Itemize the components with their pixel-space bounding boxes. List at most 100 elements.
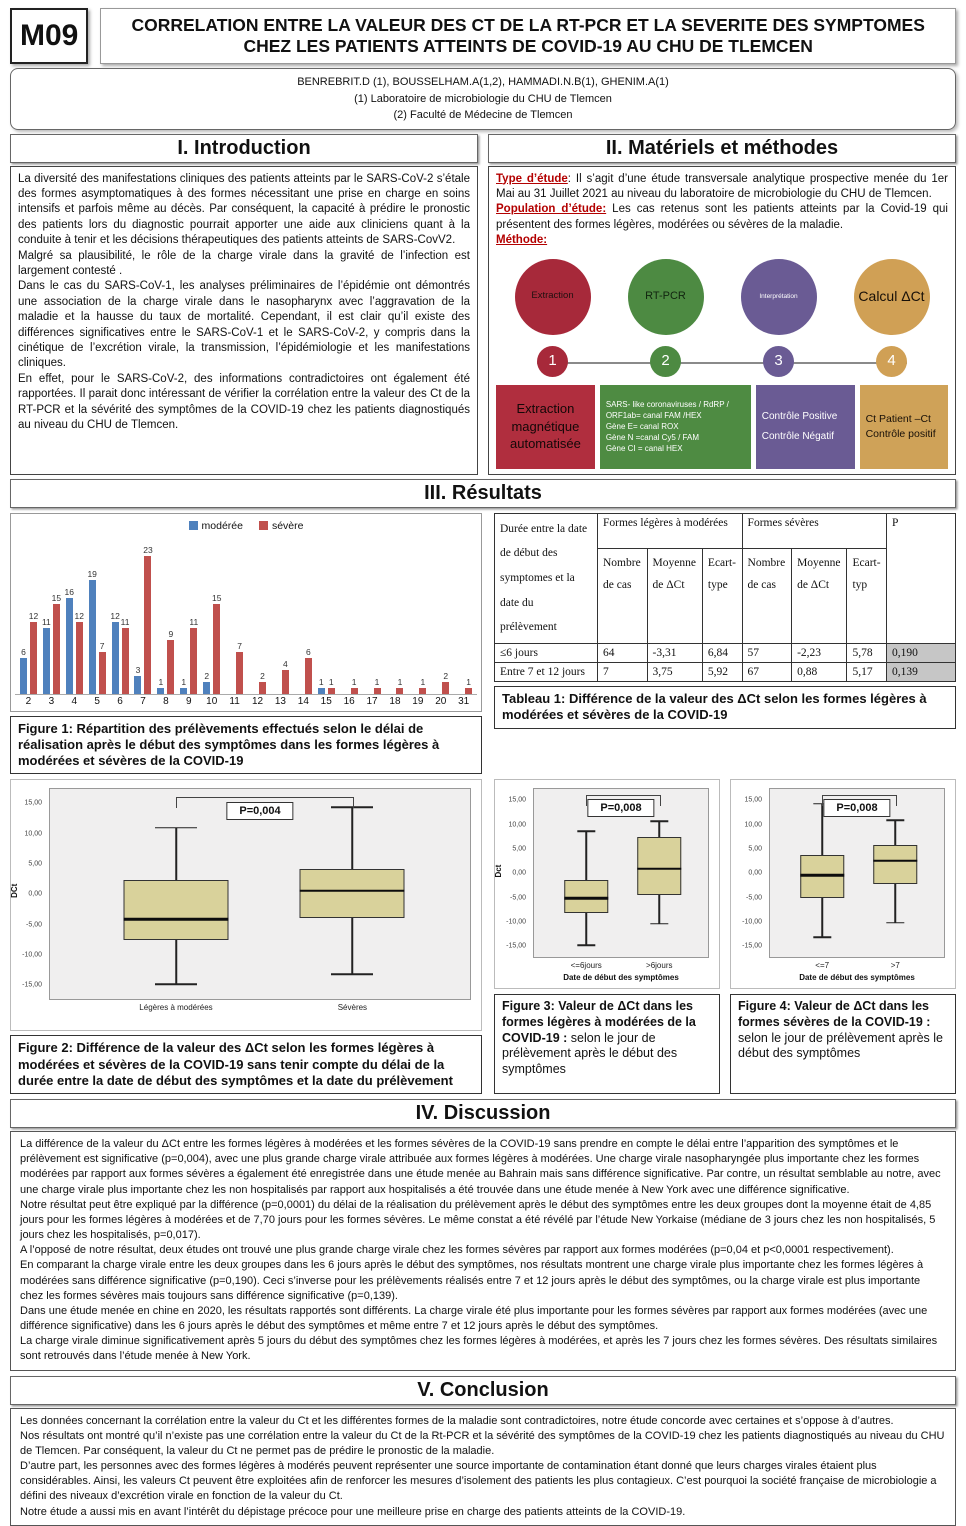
conclusion-paragraph: D’autre part, les personnes avec des for…	[20, 1460, 937, 1503]
step-box: Contrôle Positive Contrôle Négatif	[755, 384, 855, 469]
boxplot-area: Légères à modérées Sévères P=0,004	[49, 788, 471, 1012]
bar-value-label: 1	[420, 676, 426, 687]
discussion-paragraph: La charge virale diminue significativeme…	[20, 1335, 938, 1363]
intro-paragraph: Dans le cas du SARS-CoV-1, les analyses …	[18, 280, 470, 370]
bar-value-label: 12	[28, 610, 39, 621]
bar	[396, 687, 404, 694]
intro-column: I. Introduction La diversité des manifes…	[10, 133, 478, 475]
bar-group: 3 23	[132, 545, 155, 694]
intro-paragraph: En effet, pour le SARS-CoV-2, des inform…	[18, 372, 470, 431]
boxplot-area: <=6jours >6jours P=0,008 Date de début des …	[533, 788, 709, 982]
bar	[281, 669, 289, 694]
sub-header: Moyenne de ΔCt	[646, 547, 703, 645]
median-line	[564, 896, 608, 900]
y-tick-label: 0,00	[512, 869, 526, 877]
figure4-column: 15,00 10,00 5,00 0,00 -5,00 -10,00 -15,00 <=7 >7…	[730, 779, 956, 1095]
bar-wrap: 1	[464, 677, 473, 694]
bar-wrap: 12	[29, 611, 38, 694]
bar-x-tick-label: 6	[117, 695, 123, 707]
conclusion-section-header: V. Conclusion	[10, 1375, 956, 1405]
bar-group: 16 12	[63, 587, 86, 694]
conclusion-body: Les données concernant la corrélation en…	[10, 1407, 956, 1526]
step-box-line: Contrôle positif	[865, 427, 936, 440]
bar	[98, 651, 106, 694]
poster-root: M09 CORRELATION ENTRE LA VALEUR DES CT D…	[0, 8, 966, 1526]
bar-x-tick-label: 7	[140, 695, 146, 707]
bar-x-tick-label: 15	[320, 695, 332, 707]
step-box: Extraction magnétique automatisée	[496, 384, 595, 469]
value-cell: 64	[597, 643, 648, 664]
bar	[88, 579, 96, 694]
table1: Durée entre la date de début des symptom…	[494, 512, 956, 683]
y-tick-label: 5,00	[512, 845, 526, 853]
x-tick-label: <=7	[815, 961, 830, 971]
value-cell: 5,92	[701, 662, 743, 683]
methods-section-header: II. Matériels et méthodes	[488, 133, 956, 163]
bar-wrap: 1	[395, 677, 404, 694]
table1-caption: Tableau 1: Différence de la valeur des Δ…	[494, 686, 956, 729]
bar-value-label: 12	[110, 610, 120, 621]
bar-value-label: 1	[374, 676, 380, 687]
value-cell: 3,75	[646, 662, 703, 683]
bar-group: 4	[269, 659, 292, 694]
bar-wrap: 1	[317, 677, 326, 694]
bar-value-label: 16	[64, 586, 74, 597]
legend-label: modérée	[201, 519, 243, 532]
step-box-line: SARS- like coronaviruses / RdRP / ORF1ab…	[605, 399, 729, 420]
bar-wrap: 16	[65, 587, 74, 694]
bar-x-tick-label: 19	[412, 695, 424, 707]
figure2-caption: Figure 2: Différence de la valeur des ΔC…	[10, 1035, 482, 1095]
bar	[350, 687, 358, 694]
y-tick-label: -10,00	[742, 918, 762, 926]
step-circle: Interprétation	[740, 258, 817, 335]
bar-value-label: 23	[143, 544, 153, 555]
box-rect	[873, 845, 918, 885]
bar-wrap: 2	[202, 671, 211, 694]
discussion-paragraph: Dans une étude menée en chine en 2020, l…	[20, 1304, 928, 1333]
sub-header: Nombre de cas	[597, 547, 648, 645]
row-label: Entre 7 et 12 jours	[494, 662, 598, 683]
results-section: III. Résultats modérée sévère 6 12 11 15 16 12 1…	[10, 478, 956, 1095]
bar-value-label: 9	[168, 628, 174, 639]
whisker-cap	[577, 830, 595, 832]
discussion-paragraph: A l’opposé de notre résultat, deux étude…	[20, 1244, 894, 1257]
bar-group: 11 15	[40, 593, 63, 694]
legend-item: modérée	[188, 519, 243, 532]
authors-line: BENREBRIT.D (1), BOUSSELHAM.A(1,2), HAMM…	[297, 76, 669, 88]
bar	[465, 687, 473, 694]
figure4-caption: Figure 4: Valeur de ΔCt dans les formes …	[730, 994, 956, 1095]
p-value-label: P=0,008	[587, 799, 655, 818]
study-type-line: Type d’étude: Il s’agit d’une étude tran…	[496, 172, 948, 203]
bar-group: 1	[406, 677, 429, 694]
chart-legend: modérée sévère	[15, 520, 477, 532]
conclusion-paragraph: Notre étude a aussi mis en avant l’intér…	[20, 1505, 686, 1518]
significance-bracket	[822, 795, 898, 807]
connector-line	[536, 361, 908, 364]
y-axis-ticks: 15,00 10,00 5,00 0,00 -5,00 -10,00 -15,00	[731, 788, 766, 958]
bar	[419, 687, 427, 694]
bar-group: 2	[429, 671, 452, 694]
bar	[157, 687, 165, 694]
bar-wrap: 19	[87, 569, 97, 694]
step-circle: RT-PCR	[627, 258, 704, 335]
value-cell: 67	[741, 662, 793, 683]
bar	[190, 627, 198, 694]
step-box: Ct Patient –Ct Contrôle positif	[859, 384, 948, 469]
whisker-cap	[886, 921, 904, 924]
authors-box: BENREBRIT.D (1), BOUSSELHAM.A(1,2), HAMM…	[10, 68, 956, 130]
bar	[373, 687, 381, 694]
step-number-circle: 4	[876, 346, 907, 378]
figure4-caption-bold: Figure 4: Valeur de ΔCt dans les formes …	[738, 999, 931, 1029]
bar-x-tick-label: 9	[186, 695, 192, 707]
step-circle: Calcul ΔCt	[853, 258, 930, 335]
p-header: P	[886, 512, 956, 645]
legend-item: sévère	[258, 520, 303, 532]
p-value-cell: 0,139	[886, 662, 956, 683]
bar-wrap: 2	[441, 671, 450, 694]
bar-value-label: 2	[260, 670, 265, 681]
bar-wrap: 15	[52, 593, 61, 694]
y-tick-label: 10,00	[744, 821, 762, 829]
intro-paragraph: Malgré sa plausibilité, le rôle de la ch…	[18, 249, 470, 277]
bar	[304, 657, 312, 694]
poster-code: M09	[10, 8, 89, 64]
